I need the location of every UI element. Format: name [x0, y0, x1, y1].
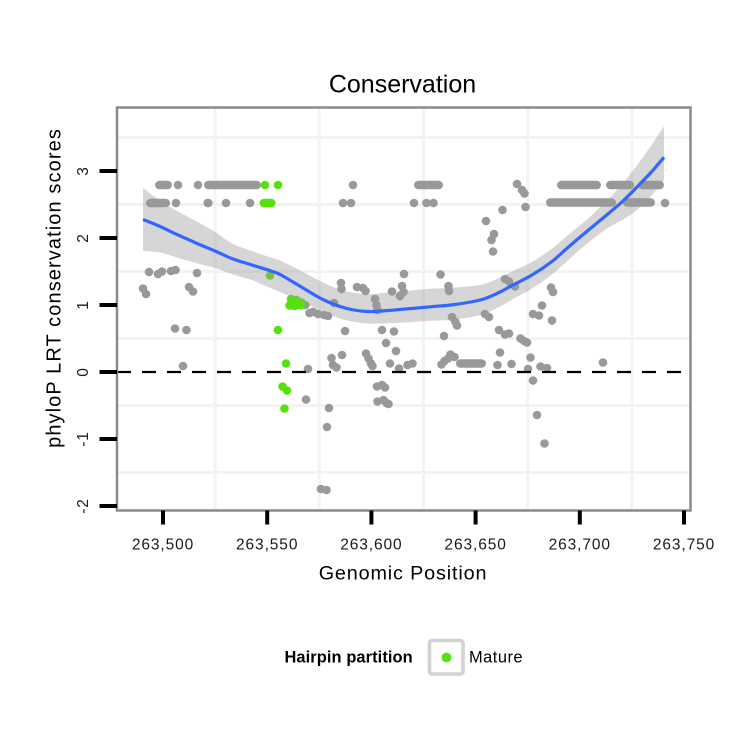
svg-text:263,750: 263,750: [653, 537, 715, 554]
svg-text:263,650: 263,650: [444, 537, 506, 554]
svg-text:3: 3: [75, 166, 92, 176]
svg-text:263,600: 263,600: [340, 537, 402, 554]
svg-text:Conservation: Conservation: [329, 71, 476, 99]
svg-text:Mature: Mature: [469, 649, 523, 667]
svg-text:Hairpin partition: Hairpin partition: [285, 649, 413, 667]
svg-text:-1: -1: [75, 431, 92, 447]
svg-text:phyloP LRT conservation scores: phyloP LRT conservation scores: [44, 128, 66, 448]
svg-text:-2: -2: [75, 498, 92, 514]
svg-text:0: 0: [75, 367, 92, 377]
svg-text:1: 1: [75, 300, 92, 310]
svg-text:Genomic Position: Genomic Position: [319, 563, 488, 585]
svg-text:2: 2: [75, 233, 92, 243]
svg-text:263,500: 263,500: [132, 537, 194, 554]
svg-text:263,550: 263,550: [236, 537, 298, 554]
svg-text:263,700: 263,700: [549, 537, 611, 554]
